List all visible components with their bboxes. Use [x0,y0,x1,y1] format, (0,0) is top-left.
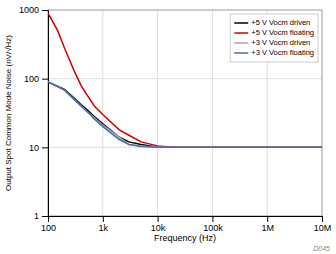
tick: 100 [41,216,56,233]
tick-mark [103,216,104,222]
grid [48,10,322,216]
tick: 10 [29,143,48,153]
legend-label: +5 V Vocm floating [251,28,314,37]
legend: +5 V Vocm driven+5 V Vocm floating+3 V V… [230,14,318,62]
tick: 100k [203,216,223,233]
chart: 100 1k 10k 100k 1M 10M 1 10 100 1000 +5 V Vocm dri… [0,0,336,254]
tick-mark [267,216,268,222]
tick-mark [322,216,323,222]
legend-entry: +3 V Vocm driven [234,38,310,47]
tick: 1000 [19,5,48,15]
tick-label: 100k [203,223,223,233]
legend-box [230,14,318,62]
tick-mark [42,216,48,217]
lines [48,13,322,147]
tick-label: 100 [41,223,56,233]
tick-mark [42,10,48,11]
axis-domain [49,217,323,223]
x-axis: 100 1k 10k 100k 1M 10M [41,216,331,233]
plot-frame [48,10,322,216]
tick-label: 10 [29,143,39,153]
tick-label: 1M [261,223,274,233]
axis-domain [42,11,49,217]
legend-label: +3 V Vocm driven [251,38,310,47]
legend-label: +3 V Vocm floating [251,48,314,57]
x-axis-title: Frequency (Hz) [154,233,216,243]
tick-label: 10M [314,223,332,233]
series-line [48,13,322,147]
grid-line-x [157,10,158,216]
tick: 10k [151,216,166,233]
tick-label: 1000 [19,5,39,15]
grid-line-x [102,10,103,216]
grid-line-y [48,78,322,79]
y-axis: 1 10 100 1000 [19,5,49,221]
legend-entry: +5 V Vocm driven [234,18,310,27]
legend-label: +5 V Vocm driven [251,18,310,27]
tick-label: 10k [151,223,166,233]
tick-mark [212,216,213,222]
y-axis-title: Output Spot Common Mode Noise (nV/√Hz) [4,35,13,191]
legend-entry: +5 V Vocm floating [234,28,314,37]
tick-label: 1k [99,223,109,233]
series-line [48,82,322,148]
tick-mark [42,147,48,148]
annotation: D045 [313,245,330,252]
legend-swatch [234,42,248,44]
legend-swatch [234,32,248,34]
plot-area: 100 1k 10k 100k 1M 10M 1 10 100 1000 +5 V Vocm dri… [19,5,331,233]
tick: 1 [34,211,48,221]
series-line [48,82,322,148]
tick: 1k [99,216,109,233]
tick-mark [158,216,159,222]
grid-line-x [212,10,213,216]
legend-swatch [234,52,248,54]
tick-label: 1 [34,211,39,221]
legend-entry: +3 V Vocm floating [234,48,314,57]
tick-label: 100 [24,74,39,84]
tick: 100 [24,74,48,84]
legend-swatch [234,22,248,24]
tick: 10M [314,216,332,233]
tick-mark [42,79,48,80]
series-line [48,82,322,148]
tick: 1M [261,216,274,233]
